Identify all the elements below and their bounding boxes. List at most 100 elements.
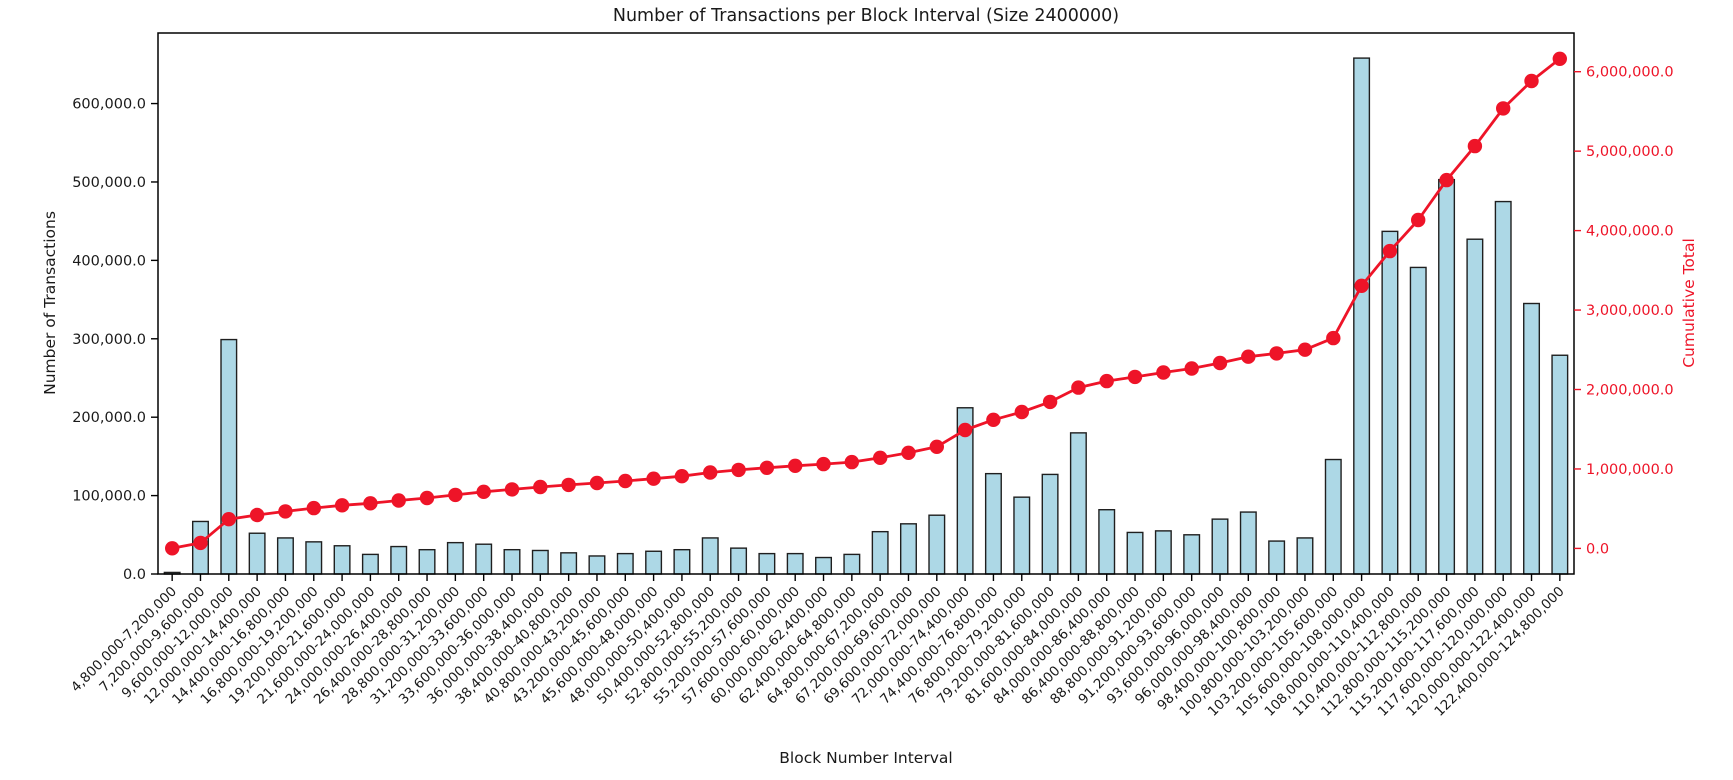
right-y-axis-label: Cumulative Total [1680, 238, 1698, 368]
cumulative-point [986, 412, 1001, 427]
bar [560, 552, 578, 575]
bar [1381, 230, 1399, 575]
bar [1098, 509, 1116, 575]
ticks-layer: 0.0 100,000.0 200,000.0 300,000.0 400,000.0 5… [68, 65, 1674, 720]
right-tick-label: 5,000,000.0 [1586, 144, 1674, 160]
cumulative-point [533, 479, 548, 495]
bar [503, 548, 521, 575]
cumulative-point [561, 477, 576, 493]
cumulative-point [1354, 278, 1369, 293]
right-tick-label: 6,000,000.0 [1586, 65, 1674, 81]
bar [928, 514, 946, 575]
cumulative-point [221, 512, 236, 527]
left-tick-label: 200,000.0 [72, 410, 146, 426]
cumulative-point [334, 498, 350, 513]
bar [588, 555, 606, 575]
cumulative-point [1411, 212, 1426, 228]
cumulative-point [1241, 349, 1256, 364]
cumulative-point [674, 469, 690, 484]
bar [1466, 238, 1484, 575]
right-tick-label: 0.0 [1586, 541, 1609, 557]
cumulative-point [504, 482, 520, 497]
cumulative-point [929, 439, 944, 454]
right-tick-label: 4,000,000.0 [1586, 224, 1674, 240]
cumulative-point [1212, 355, 1228, 371]
cumulative-point [391, 493, 406, 508]
cumulative-point [788, 458, 803, 473]
bar [645, 550, 663, 575]
bar [1324, 458, 1342, 575]
bar [361, 553, 379, 575]
bar [673, 548, 691, 575]
left-tick-label: 600,000.0 [72, 97, 146, 113]
bar [815, 556, 833, 575]
cumulative-point [1127, 369, 1143, 385]
bar [1239, 511, 1257, 575]
cumulative-point [901, 445, 916, 460]
bar [220, 338, 238, 575]
bar [1013, 496, 1031, 575]
bar [1523, 302, 1541, 575]
left-tick-label: 100,000.0 [72, 489, 146, 505]
bar [1041, 473, 1059, 575]
cumulative-point [476, 484, 491, 499]
cumulative-point [278, 504, 293, 519]
cumulative-point [193, 535, 208, 551]
cumulative-point [1156, 365, 1171, 380]
right-tick-label: 2,000,000.0 [1586, 383, 1674, 399]
bar [305, 541, 323, 575]
bar [1438, 178, 1456, 575]
right-tick-label: 1,000,000.0 [1586, 462, 1674, 478]
cumulative-point [703, 465, 718, 480]
axes-spines [157, 32, 1575, 575]
cumulative-point [1184, 361, 1199, 376]
cumulative-line [171, 57, 1561, 550]
plot-border [157, 32, 1575, 575]
bar [390, 545, 408, 575]
bar [1296, 537, 1314, 575]
cumulative-point [306, 500, 321, 516]
bar [333, 545, 351, 575]
bar [1268, 540, 1286, 575]
bar [984, 472, 1002, 575]
cumulative-point [759, 460, 775, 475]
bar [1154, 530, 1172, 575]
bar [1494, 200, 1512, 575]
cumulative-point [1071, 380, 1086, 395]
left-tick-label: 400,000.0 [72, 253, 146, 269]
bar [1211, 518, 1229, 575]
bar [730, 547, 748, 575]
left-tick-label: 500,000.0 [72, 175, 146, 191]
cumulative-point [1326, 330, 1341, 346]
bar [446, 541, 464, 575]
x-axis-label: Block Number Interval [779, 749, 952, 767]
bar [276, 537, 294, 575]
cumulative-point [1269, 346, 1284, 361]
bar [531, 549, 549, 575]
bar [1069, 432, 1087, 575]
bar [871, 530, 889, 575]
cumulative-point [1382, 243, 1398, 259]
cumulative-point [646, 471, 661, 486]
left-tick-label: 0.0 [123, 567, 146, 583]
cumulative-point [419, 490, 435, 506]
cumulative-point [618, 473, 633, 489]
cumulative-point [1496, 101, 1511, 116]
cumulative-point [1524, 73, 1539, 89]
cumulative-point [249, 507, 265, 523]
bar [1126, 531, 1144, 575]
cumulative-point [1099, 373, 1114, 389]
cumulative-point [1439, 172, 1454, 188]
cumulative-point [957, 422, 973, 438]
cumulative-line-layer [165, 51, 1568, 556]
chart-title: Number of Transactions per Block Interva… [613, 6, 1119, 26]
cumulative-point [873, 450, 888, 465]
right-tick-label: 3,000,000.0 [1586, 303, 1674, 319]
bar [1409, 266, 1427, 575]
bar [616, 552, 634, 575]
cumulative-point [1552, 51, 1568, 66]
cumulative-point [589, 475, 605, 491]
bar [843, 553, 861, 575]
cumulative-point [448, 487, 463, 503]
